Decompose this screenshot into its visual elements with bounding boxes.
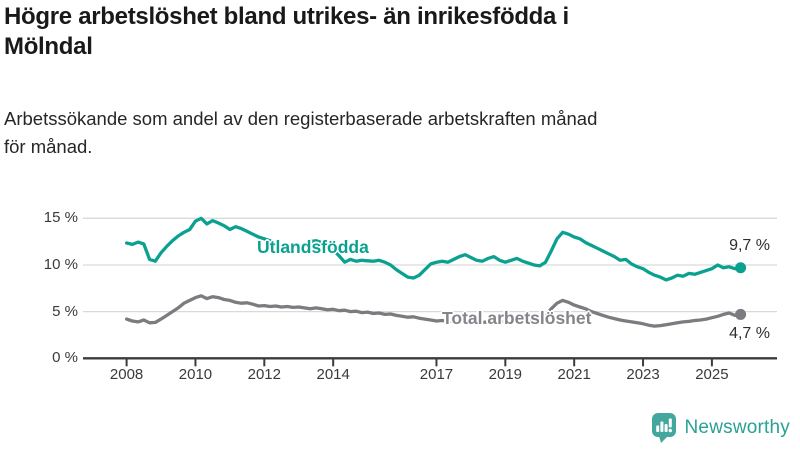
end-dot-total-arbetsloshet xyxy=(735,308,747,320)
end-dot-utlandsfodda xyxy=(735,262,747,274)
x-tick-label: 2025 xyxy=(695,366,729,383)
x-tick-label: 2019 xyxy=(488,366,523,383)
chart-subtitle: Arbetssökande som andel av den registerb… xyxy=(4,105,784,161)
newsworthy-brand: Newsworthy xyxy=(651,412,790,443)
end-value-label-total: 4,7 % xyxy=(729,325,770,342)
x-tick-label: 2014 xyxy=(316,366,350,383)
x-tick-label: 2010 xyxy=(178,366,213,383)
x-tick-label: 2008 xyxy=(109,366,144,383)
subtitle-line-1: Arbetssökande som andel av den registerb… xyxy=(4,108,598,129)
title-line-2: Mölndal xyxy=(4,33,93,60)
newsworthy-logo-icon xyxy=(651,413,676,443)
series-label-total-arbetsloshet: Total arbetslöshet xyxy=(442,308,592,328)
y-tick-label: 0 % xyxy=(52,349,78,367)
x-tick-label: 2012 xyxy=(247,366,281,383)
y-tick-label: 10 % xyxy=(43,255,78,273)
subtitle-line-2: för månad. xyxy=(4,136,93,157)
x-tick-label: 2023 xyxy=(626,366,660,383)
page-title: Högre arbetslöshet bland utrikes- än inr… xyxy=(4,2,724,62)
series-line-total-arbetsloshet xyxy=(124,294,743,328)
series-line-utlandsfodda xyxy=(124,216,743,282)
x-tick-label: 2021 xyxy=(557,366,591,383)
y-tick-label: 5 % xyxy=(52,302,78,320)
y-tick-label: 15 % xyxy=(43,209,78,227)
title-line-1: Högre arbetslöshet bland utrikes- än inr… xyxy=(4,3,569,30)
end-value-label-utlandsfodda: 9,7 % xyxy=(729,237,770,254)
series-label-utlandsfodda: Utlandsfödda xyxy=(257,237,369,257)
x-tick-label: 2017 xyxy=(419,366,454,383)
newsworthy-wordmark: Newsworthy xyxy=(684,416,790,438)
